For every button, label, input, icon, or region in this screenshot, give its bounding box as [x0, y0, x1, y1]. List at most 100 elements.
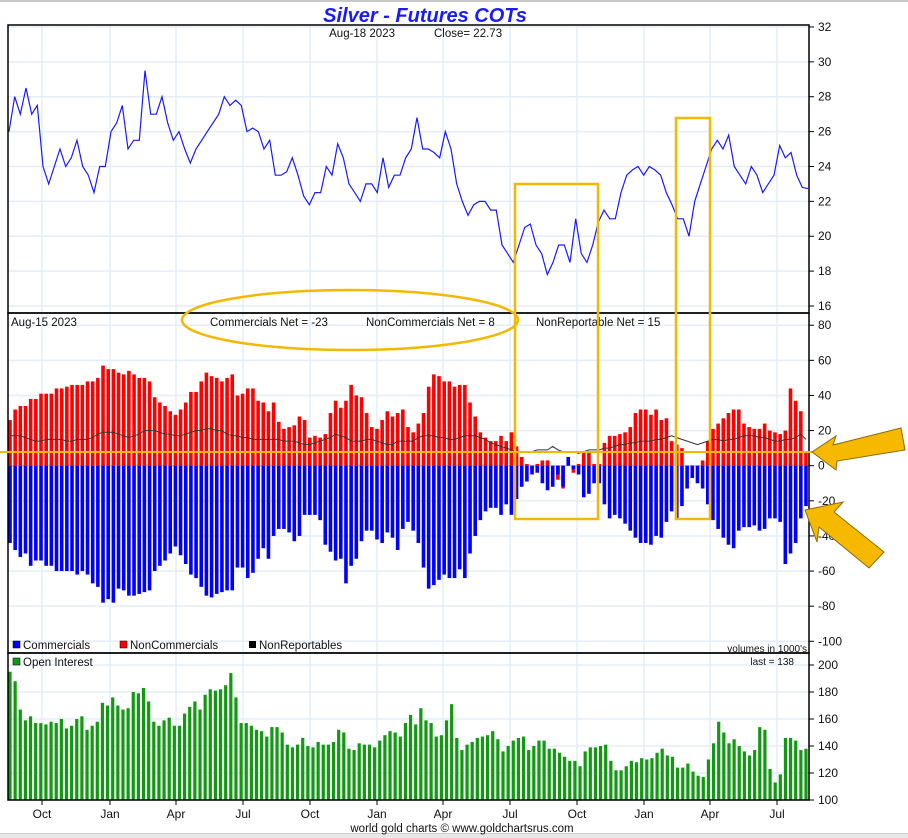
- open-interest-bar: [234, 697, 238, 800]
- panel-frame: [7, 24, 810, 314]
- commercials-bar: [752, 465, 757, 526]
- open-interest-bar: [373, 747, 377, 800]
- x-tick-label: Jul: [502, 807, 517, 821]
- open-interest-bar: [516, 737, 521, 800]
- open-interest-bar: [439, 735, 443, 800]
- commercials-bar: [721, 465, 726, 538]
- noncommercials-bar: [752, 428, 757, 466]
- x-tick-label: Apr: [434, 807, 453, 821]
- open-interest-bar: [742, 751, 746, 800]
- noncommercials-bar: [225, 377, 229, 466]
- noncommercials-bar: [421, 413, 426, 466]
- commercials-bar: [618, 465, 622, 519]
- open-interest-bar: [753, 750, 757, 800]
- commercials-bar: [137, 465, 142, 594]
- commercials-bar: [762, 465, 767, 529]
- open-interest-bar: [480, 736, 485, 800]
- open-interest-bar: [701, 777, 705, 800]
- open-interest-bar: [49, 721, 53, 800]
- commercials-bar: [178, 465, 183, 556]
- commercials-bar: [292, 465, 297, 542]
- open-interest-bar: [126, 708, 130, 800]
- open-interest-bar: [306, 746, 310, 800]
- commercials-bar: [390, 465, 395, 538]
- chart-title: Silver - Futures COTs: [323, 5, 527, 27]
- y-tick-label: 0: [818, 459, 825, 473]
- open-interest-bar: [147, 701, 151, 800]
- legend-noncommercials: NonCommercials: [130, 640, 218, 652]
- noncommercials-bar: [80, 384, 85, 466]
- commercials-bar: [106, 465, 111, 600]
- open-interest-bar: [619, 770, 623, 800]
- commercials-bar: [799, 465, 803, 519]
- open-interest-bar: [758, 727, 762, 800]
- commercials-bar: [592, 465, 596, 484]
- commercials-bar: [34, 465, 38, 561]
- open-interest-bar: [331, 741, 336, 800]
- open-interest-bar: [301, 737, 305, 800]
- noncommercials-bar: [323, 434, 328, 466]
- units-note: volumes in 1000's: [727, 644, 807, 655]
- open-interest-bar: [460, 750, 464, 800]
- commercials-bar: [483, 465, 488, 512]
- noncommercials-bar: [292, 425, 297, 466]
- open-interest-last: last = 138: [750, 657, 794, 668]
- noncommercials-bar: [13, 409, 17, 466]
- commercials-bar: [127, 465, 131, 596]
- annotations: [0, 116, 906, 569]
- noncommercials-bar: [354, 395, 359, 466]
- commercials-bar: [307, 465, 312, 515]
- noncommercials-bar: [302, 420, 307, 466]
- window-bottom-strip: [0, 833, 908, 838]
- open-interest-bar: [609, 760, 613, 800]
- open-interest-bar: [424, 720, 428, 800]
- panel-frame: [7, 652, 810, 801]
- y-tick-label: 100: [818, 793, 838, 807]
- noncommercials-bar: [437, 376, 441, 466]
- commercials-bar: [39, 465, 43, 561]
- commercials-bar: [276, 465, 281, 529]
- open-interest-bar: [706, 759, 711, 800]
- open-interest-bar: [280, 732, 284, 800]
- y-tick-label: -100: [818, 634, 842, 648]
- open-interest-bar: [629, 760, 633, 800]
- commercials-bar: [659, 465, 664, 538]
- open-interest-bar: [18, 709, 22, 800]
- open-interest-bar: [727, 743, 731, 800]
- open-interest-bar: [768, 768, 772, 800]
- noncommercials-bar: [581, 451, 586, 466]
- price-line: [8, 70, 809, 277]
- commercials-bar: [194, 465, 198, 579]
- noncommercials-bar: [75, 384, 79, 466]
- commercials-bar: [473, 465, 477, 536]
- commercials-bar: [349, 465, 353, 566]
- noncommercials-bar: [49, 393, 54, 466]
- open-interest-bar: [444, 720, 449, 800]
- y-tick-label: 28: [818, 90, 832, 104]
- open-interest-bar: [326, 744, 330, 800]
- commercials-bar: [737, 465, 741, 531]
- open-interest-bar: [80, 716, 84, 800]
- y-tick-label: 20: [818, 229, 832, 243]
- commercials-bar: [401, 465, 405, 529]
- open-interest-bar: [783, 737, 788, 800]
- annotation-ellipse: [180, 288, 520, 352]
- commercials-bar: [566, 456, 571, 466]
- open-interest-bar: [229, 673, 233, 800]
- commercials-bar: [804, 465, 808, 507]
- noncommercials-bar: [773, 432, 777, 466]
- noncommercials-bar: [540, 460, 545, 466]
- noncommercials-bar: [463, 384, 467, 466]
- commercials-bar: [680, 465, 684, 507]
- open-interest-bar: [660, 748, 664, 800]
- legend-open-interest-swatch: [12, 657, 21, 666]
- y-tick-label: 80: [818, 318, 832, 332]
- noncommercials-bar: [189, 391, 193, 466]
- open-interest-bar: [28, 716, 33, 800]
- noncommercials-bar: [28, 398, 33, 466]
- noncommercials-bar: [209, 376, 214, 466]
- open-interest-bar: [8, 671, 12, 800]
- x-tick-label: Apr: [701, 807, 720, 821]
- commercials-bar: [96, 465, 100, 587]
- commercials-bar: [142, 465, 147, 593]
